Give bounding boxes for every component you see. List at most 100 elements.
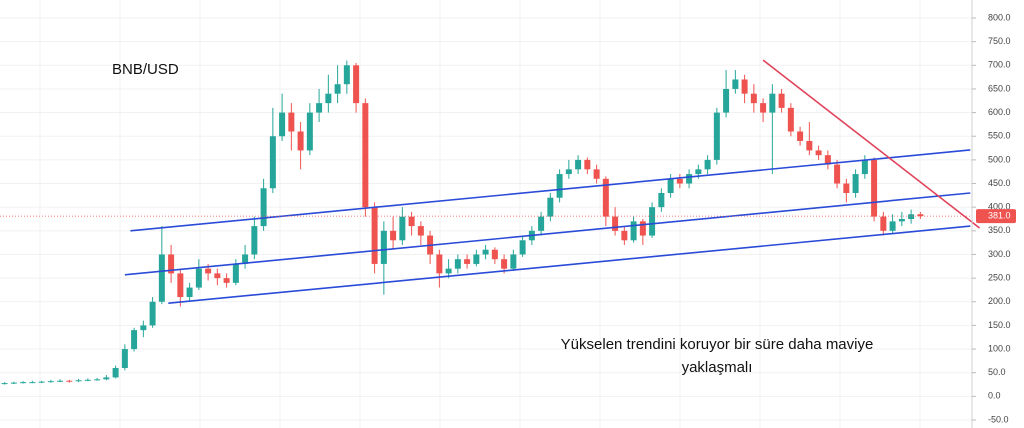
candle-body [676,178,683,184]
candle-body [325,93,332,104]
candle-body [29,382,36,384]
candle-body [491,249,498,260]
y-tick-label: 350.0 [988,225,1011,235]
y-tick-label: 450.0 [988,178,1011,188]
candle-body [140,325,147,331]
candle-body [195,268,202,288]
y-tick-label: 250.0 [988,272,1011,282]
candle-body [131,330,138,350]
candle-body [177,273,184,298]
candle-body [66,380,73,382]
candle-body [454,259,461,269]
candle-body [750,93,757,104]
chart-title: BNB/USD [112,61,179,78]
candle-body [399,216,406,241]
candle-body [704,159,711,170]
candle-body [288,112,295,132]
candle-body [57,380,64,382]
candle-body [103,377,110,380]
candle-body [815,150,822,156]
candle-body [473,254,480,264]
candle-body [75,380,82,382]
y-tick-label: 500.0 [988,154,1011,164]
candle-body [38,381,45,383]
candle-body [806,140,813,151]
y-tick-label: -50.0 [988,414,1009,424]
candle-body [898,219,905,222]
last-price-label: 381.0 [988,211,1011,221]
y-tick-label: 400.0 [988,202,1011,212]
candle-body [695,169,702,175]
candle-body [769,93,776,113]
candle-body [797,131,804,141]
grid [0,0,972,428]
y-tick-label: 650.0 [988,83,1011,93]
candle-body [10,382,17,384]
annotation: Yükselen trendini koruyor bir süre daha … [561,336,874,353]
candle-body [686,174,693,184]
candle-body [94,379,101,381]
candle-body [510,254,517,269]
candle-body [834,164,841,184]
candle-body [639,221,646,236]
candle-body [852,174,859,193]
candle-body [612,216,619,231]
candle-body [723,88,730,113]
candle-body [362,103,369,208]
candle-body [214,273,221,279]
candle-body [417,226,424,236]
candle-body [343,65,350,85]
trendline [124,192,971,276]
candle-body [251,226,258,255]
candle-body [538,216,545,231]
y-tick-label: 50.0 [988,367,1006,377]
y-tick-label: 200.0 [988,296,1011,306]
candle-body [649,207,656,236]
candle-body [186,287,193,298]
trendline [168,225,971,304]
candle-body [575,159,582,170]
candle-body [316,103,323,113]
trendline [762,59,981,229]
y-tick-label: 100.0 [988,343,1011,353]
candle-body [205,268,212,274]
candle-body [408,216,415,227]
candle-body [149,301,156,326]
candle-body [242,254,249,264]
candle-body [482,249,489,255]
y-tick-label: 300.0 [988,249,1011,259]
candle-body [621,230,628,241]
candle-body [168,254,175,274]
candle-body [658,192,665,208]
candle-body [778,93,785,108]
y-tick-label: 0.0 [988,391,1001,401]
candle-body [279,112,286,137]
candle-body [20,382,27,384]
candle-body [47,381,54,383]
candle-body [880,216,887,231]
candle-body [380,230,387,264]
candle-body [556,174,563,198]
candle-body [861,159,868,175]
candle-body [464,259,471,264]
candle-body [741,79,748,94]
candle-body [547,197,554,217]
candle-body [297,131,304,151]
candle-body [269,136,276,189]
candle-body [390,230,397,241]
candle-body [667,178,674,193]
y-tick-label: 800.0 [988,12,1011,22]
candle-body [84,379,91,381]
candle-body [713,112,720,160]
candle-body [501,259,508,269]
candle-body [232,263,239,283]
candle-body [565,169,572,175]
candle-body [630,221,637,241]
candle-body [519,240,526,255]
candle-body [732,79,739,89]
candle-body [353,65,360,104]
candle-body [223,278,230,283]
candle-body [843,183,850,193]
candle-body [602,178,609,217]
